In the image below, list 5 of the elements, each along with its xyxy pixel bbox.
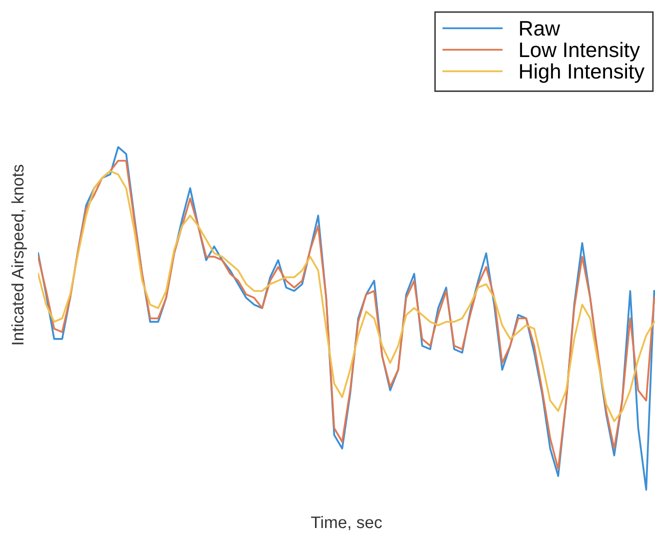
legend-label: High Intensity — [520, 63, 645, 83]
legend-label: Raw — [520, 21, 560, 36]
x-axis-title: Time, sec — [311, 516, 382, 530]
y-axis-title: Inticated Airspeed, knots — [11, 164, 27, 344]
legend-label: Low Intensity — [520, 42, 640, 62]
